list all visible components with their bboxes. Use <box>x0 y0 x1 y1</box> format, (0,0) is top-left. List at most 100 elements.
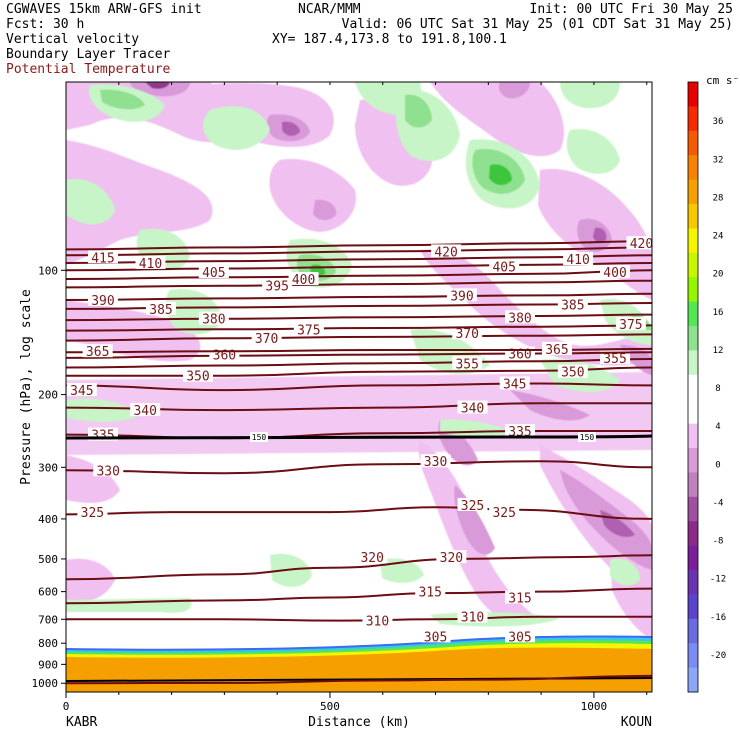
theta-label-box <box>420 629 451 643</box>
colorbar-label: -4 <box>713 498 724 508</box>
colorbar-label: 20 <box>713 270 724 280</box>
header: CGWAVES 15km ARW-GFS init NCAR/MMM Init:… <box>6 2 733 77</box>
theta-contour-345 <box>66 382 652 392</box>
theta-contour-375 <box>66 324 652 332</box>
colorbar-frame <box>687 81 699 693</box>
theta-label-box <box>557 297 588 311</box>
theta-label-385: 385 <box>149 303 172 318</box>
w-down-area <box>313 199 337 221</box>
theta-label-400: 400 <box>292 273 315 288</box>
theta-label-315: 315 <box>508 592 531 607</box>
theta-label-350: 350 <box>561 366 584 381</box>
theta-label-box <box>146 301 177 315</box>
theta-label-395: 395 <box>265 280 288 295</box>
theta-contour-415 <box>66 246 652 257</box>
theta-label-box <box>198 311 229 325</box>
theta-label-box <box>135 255 166 269</box>
colorbar-label: 8 <box>715 384 720 394</box>
colorbar-swatch <box>688 570 698 595</box>
colorbar: 36 32 28 24 20 16 12 8 4 0 -4 -8 -12 -16 -20 <box>687 81 726 693</box>
w-up-area <box>203 106 270 150</box>
colorbar-label: 16 <box>713 308 724 318</box>
theta-contour-305 <box>66 674 652 685</box>
colorbar-swatch <box>688 155 698 181</box>
theta-label-box <box>615 317 646 331</box>
colorbar-swatch <box>688 448 698 473</box>
theta-label-box <box>457 400 488 414</box>
theta-label-box <box>505 423 536 437</box>
theta-label-415: 415 <box>91 251 114 266</box>
theta-label-325: 325 <box>81 506 104 521</box>
theta-label-box <box>499 376 530 390</box>
colorbar-swatch <box>688 277 698 303</box>
x-tick-label: 0 <box>63 700 70 713</box>
theta-label-box <box>563 252 594 266</box>
theta-contour-395 <box>66 279 652 289</box>
w-down-area <box>593 227 607 243</box>
theta-label-box <box>420 454 451 468</box>
theta-contour-390 <box>66 292 652 301</box>
theta-label-370: 370 <box>255 332 278 347</box>
w-up-area <box>66 179 115 225</box>
theta-contour-380 <box>66 313 652 322</box>
theta-label-390: 390 <box>450 289 473 304</box>
theta-label-375: 375 <box>619 318 642 333</box>
theta-label-box <box>130 403 161 417</box>
plot-area: 305 305 310 310 315 315 320 320 325 325 325 330 330 3… <box>66 82 653 692</box>
w-up-area <box>566 129 620 174</box>
colorbar-swatch <box>688 350 698 376</box>
colorbar-label: 12 <box>713 346 724 356</box>
theta-label-420: 420 <box>434 245 457 260</box>
y-tick-label: 500 <box>38 553 58 566</box>
y-axis-title: Pressure (hPa), log scale <box>19 289 34 485</box>
org-label: NCAR/MMM <box>298 2 361 17</box>
w-up-area <box>489 164 512 186</box>
theta-label-box <box>182 368 213 382</box>
y-tick-label: 400 <box>38 513 58 526</box>
w-up-area <box>66 398 140 422</box>
colorbar-swatch <box>688 423 698 449</box>
theta-label-box <box>293 322 324 336</box>
tracer-label: 150 <box>580 433 595 442</box>
theta-contour-370 <box>66 333 652 342</box>
xy-endpoints: XY= 187.4,173.8 to 191.8,100.1 <box>272 32 507 47</box>
colorbar-swatch <box>688 399 698 425</box>
colorbar-label: -20 <box>710 651 726 661</box>
colorbar-label: 0 <box>715 460 720 470</box>
theta-label-box <box>362 613 393 627</box>
theta-label-350: 350 <box>186 370 209 385</box>
w-down-area <box>282 121 300 136</box>
theta-label-box <box>505 629 536 643</box>
theta-contour-315 <box>66 587 652 605</box>
y-tick-label: 300 <box>38 461 58 474</box>
theta-label-420: 420 <box>630 237 653 252</box>
theta-label-390: 390 <box>91 294 114 309</box>
colorbar-swatch <box>688 472 698 498</box>
theta-contour-400 <box>66 269 652 280</box>
y-tick-label: 900 <box>38 658 58 671</box>
colorbar-label: -8 <box>713 537 724 547</box>
theta-label-315: 315 <box>419 586 442 601</box>
theta-label-box <box>251 331 282 345</box>
theta-label-box <box>457 497 488 511</box>
tracer-label: 150 <box>252 433 267 442</box>
colorbar-swatch <box>688 82 698 107</box>
colorbar-label: 32 <box>713 155 724 165</box>
theta-label-405: 405 <box>492 261 515 276</box>
colorbar-label: 36 <box>713 117 724 127</box>
theta-label-325: 325 <box>492 506 515 521</box>
colorbar-swatch <box>688 228 698 254</box>
colorbar-swatch <box>688 130 698 156</box>
model-title: CGWAVES 15km ARW-GFS init <box>6 2 202 17</box>
theta-label-box <box>541 341 572 355</box>
theta-label-box <box>198 265 229 279</box>
theta-label-box <box>626 236 652 250</box>
axes: 100 200 300 400 500 600 700 800 900 1000 0 500 1000 <box>32 82 648 713</box>
theta-label-345: 345 <box>503 378 526 393</box>
theta-label-340: 340 <box>133 404 156 419</box>
w-up-area <box>405 94 432 128</box>
w-down-area <box>145 82 170 89</box>
theta-label-box <box>457 609 488 623</box>
theta-label-box <box>452 326 483 340</box>
theta-label-340: 340 <box>461 402 484 417</box>
